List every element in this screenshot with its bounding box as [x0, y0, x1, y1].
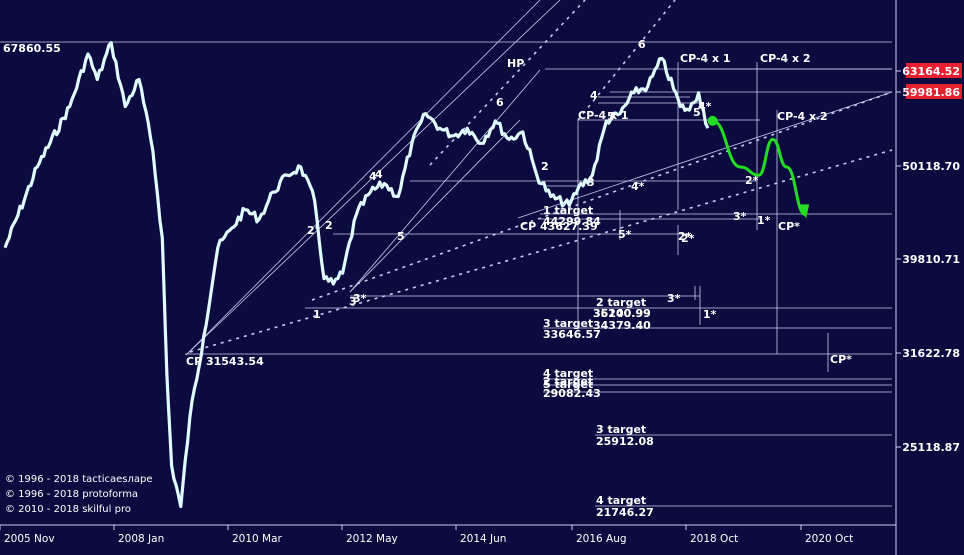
wave-label: 2	[325, 219, 333, 232]
y-tick-label: 39810.71	[902, 253, 960, 266]
wave-label: 4*	[631, 180, 645, 193]
dashed-trend-line	[189, 149, 893, 353]
line-label: 3 target	[543, 317, 593, 330]
line-label: 4 target	[596, 494, 646, 507]
line-label: 2 target	[596, 296, 646, 309]
wave-label: 3*	[353, 292, 367, 305]
dashed-trend-line	[577, 0, 676, 121]
y-tick-label: 25118.87	[902, 441, 960, 454]
wave-label: 4	[375, 168, 383, 181]
y-tick-highlight	[906, 84, 962, 99]
wave-label: 5'	[693, 106, 704, 119]
fan-line	[185, 0, 541, 356]
y-tick-label: 63164.52	[902, 65, 960, 78]
line-label: CP-4 x 1	[680, 52, 731, 65]
wave-label: 3*	[733, 210, 747, 223]
wave-label: 2*	[678, 230, 692, 243]
wave-label: 6	[638, 38, 646, 51]
wave-label: 5*	[618, 228, 632, 241]
projection-line	[712, 119, 806, 216]
x-tick-label: 2012 May	[346, 533, 398, 545]
wave-label: 1	[313, 308, 321, 321]
wave-label: 4*	[698, 100, 712, 113]
line-label: 5 target	[543, 378, 593, 391]
y-tick-label: 50118.70	[902, 160, 960, 173]
line-label: 29082.43	[543, 387, 601, 400]
wave-label: 2'	[307, 224, 318, 237]
line-label: 4 target	[543, 367, 593, 380]
line-label: 44299.84	[543, 215, 601, 228]
wave-label: 1*	[757, 214, 771, 227]
wave-label: 3*	[667, 292, 681, 305]
x-tick-label: 2018 Oct	[690, 533, 738, 545]
wave-label: 4	[369, 170, 377, 183]
line-label: 33646.57	[543, 328, 601, 341]
wave-label: 2*	[745, 174, 759, 187]
line-label: CP-4 x 2	[777, 110, 828, 123]
annotation-labels-layer: 67860.55 HP CP-4 x 1 CP-4 x 2 CP-4 x 1 CP-4 x…	[3, 38, 852, 519]
wave-label: 3	[349, 295, 357, 308]
wave-label: 3	[587, 176, 595, 189]
line-label: CP 31543.54	[186, 355, 264, 368]
fan-line	[349, 69, 541, 293]
line-label: 3 target	[596, 423, 646, 436]
wave-label: 5	[607, 110, 615, 123]
wave-label: 4	[590, 89, 598, 102]
y-tick-label: 31622.78	[902, 347, 960, 360]
copyright-line: © 1996 - 2018 tacticaesларе	[5, 474, 152, 485]
x-tick-label: 2014 Jun	[460, 533, 506, 545]
copyright-line: © 1996 - 2018 protoforma	[5, 489, 138, 500]
dashed-trend-line	[429, 0, 586, 166]
x-tick-label: 2016 Aug	[576, 533, 627, 545]
line-label: HP	[507, 57, 524, 70]
fan-line	[517, 91, 893, 219]
line-label: CP 43627.39	[520, 220, 598, 233]
projection-start-dot	[707, 115, 718, 126]
copyright-line: © 2010 - 2018 skilful pro	[5, 504, 131, 515]
line-label: CP-4 x 2	[760, 52, 811, 65]
line-label: CP*	[778, 220, 800, 233]
x-tick-label: 2020 Oct	[805, 533, 853, 545]
wave-label: 5	[397, 230, 405, 243]
line-label: 21746.27	[596, 506, 654, 519]
line-label: 2 target	[543, 375, 593, 388]
reference-lines-layer	[0, 0, 893, 507]
dashed-trend-line	[311, 91, 893, 301]
x-tick-label: 2008 Jan	[118, 533, 164, 545]
line-label: 35140.99	[593, 307, 651, 320]
wave-label: 6	[496, 96, 504, 109]
line-label: 1 target	[543, 204, 593, 217]
line-label: 67860.55	[3, 42, 61, 55]
wave-label: 2	[541, 160, 549, 173]
fan-line	[185, 0, 561, 356]
x-tick-label: 2005 Nov	[4, 533, 55, 545]
line-label: 36200.99	[593, 307, 651, 320]
price-series-line	[3, 41, 710, 509]
copyright-block: © 1996 - 2018 tacticaesларе © 1996 - 2018…	[5, 474, 152, 515]
series-layer	[3, 41, 810, 509]
line-label: CP-4 x 1	[578, 109, 629, 122]
x-tick-label: 2010 Mar	[232, 533, 283, 545]
wave-label: 2*	[681, 232, 695, 245]
wave-label: 1*	[703, 308, 717, 321]
fan-line	[349, 119, 521, 293]
line-label: CP*	[830, 353, 852, 366]
line-label: 25912.08	[596, 435, 654, 448]
y-tick-highlight	[906, 63, 962, 78]
y-tick-label: 59981.86	[902, 86, 960, 99]
line-label: 34379.40	[593, 319, 651, 332]
projection-arrowhead	[797, 204, 810, 219]
